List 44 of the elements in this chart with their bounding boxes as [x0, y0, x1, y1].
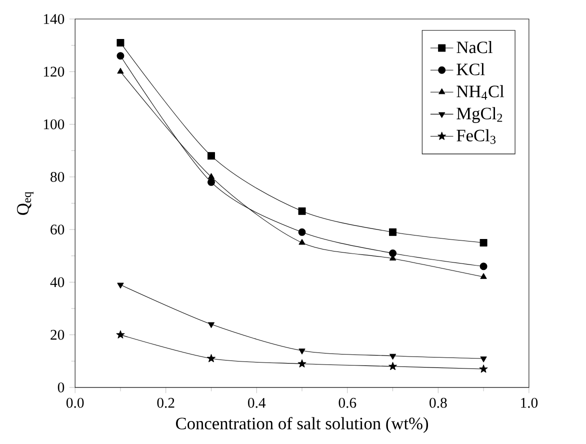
x-tick-label: 1.0 [521, 398, 538, 408]
x-axis-title: Concentration of salt solution (wt%) [176, 417, 428, 434]
point [389, 228, 397, 236]
y-tick-label: 100 [44, 120, 64, 130]
y-axis-title: Q$_{eq}$ [17, 192, 34, 216]
legend-label: MgCl$_{2}$ [456, 107, 502, 124]
point [388, 362, 398, 370]
point [480, 356, 487, 362]
point [117, 68, 124, 74]
legend-label: NH$_{4}$Cl [456, 85, 504, 100]
point [480, 239, 488, 247]
y-tick-label: 60 [50, 224, 64, 235]
point [298, 360, 306, 368]
x-tick-label: 0.2 [157, 398, 174, 408]
point [298, 208, 306, 216]
point [208, 173, 215, 180]
point [480, 262, 488, 270]
point [298, 348, 306, 355]
x-tick-label: 0.8 [430, 398, 447, 408]
point [116, 330, 125, 339]
point [298, 228, 306, 236]
y-tick-label: 140 [44, 14, 64, 24]
point [117, 283, 124, 289]
point [207, 354, 216, 362]
point [390, 354, 396, 360]
legend-label: NaCl [456, 41, 492, 54]
point [298, 239, 306, 245]
point [479, 364, 488, 373]
x-tick-label: 0.6 [338, 398, 356, 408]
point [480, 273, 487, 280]
point [116, 39, 124, 47]
x-tick-label: 0.0 [66, 398, 84, 408]
legend-label: KCl [456, 63, 485, 76]
x-tick-label: 0.4 [248, 398, 266, 408]
y-tick-label: 120 [44, 66, 64, 77]
point [116, 52, 124, 60]
point [208, 152, 215, 160]
legend-label: FeCl$_{3}$ [456, 129, 496, 144]
y-tick-label: 80 [50, 172, 64, 182]
point [208, 178, 215, 186]
y-tick-label: 40 [50, 277, 64, 288]
y-tick-label: 20 [50, 330, 64, 340]
y-tick-label: 0 [58, 382, 64, 393]
point [208, 322, 215, 328]
